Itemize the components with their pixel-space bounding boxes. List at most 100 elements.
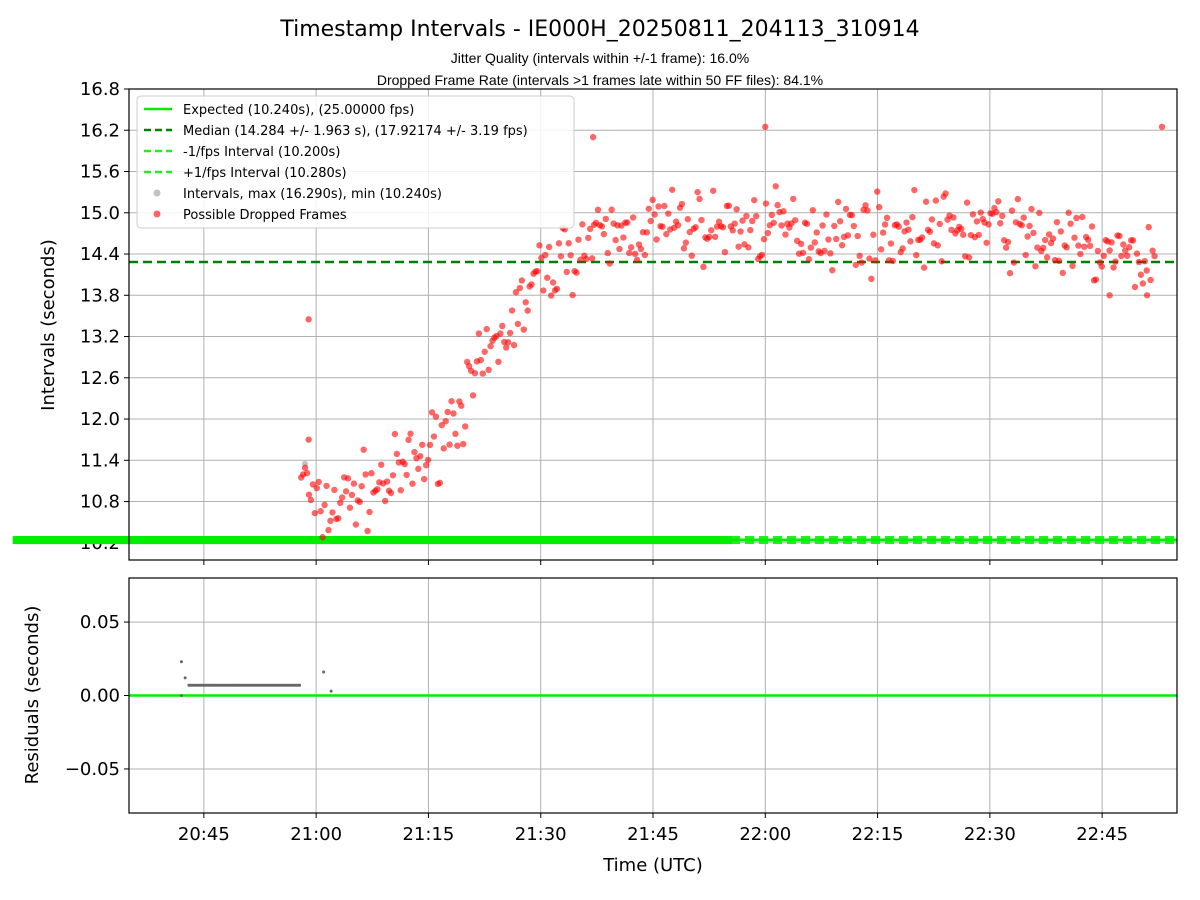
dropped-frame-point (1129, 237, 1137, 244)
dropped-frame-point (616, 245, 623, 253)
dropped-frame-point (522, 299, 529, 306)
dropped-frame-point (1143, 292, 1151, 299)
dropped-frame-point (342, 488, 350, 495)
dropped-frame-point (520, 326, 527, 333)
dropped-frame-point (889, 257, 897, 265)
dropped-frame-point (600, 230, 608, 238)
dropped-frame-point (405, 436, 412, 444)
dropped-frame-point (631, 250, 639, 258)
x-tick-label: 22:15 (852, 824, 904, 845)
dropped-frame-point (422, 461, 430, 469)
dropped-frame-point (360, 446, 367, 453)
dropped-frame-point (950, 214, 957, 221)
dropped-frame-point (460, 440, 467, 448)
dropped-frame-point (799, 249, 807, 256)
legend-label: +1/fps Interval (10.280s) (183, 166, 347, 181)
dropped-frame-point (711, 233, 719, 241)
dropped-frame-point (366, 508, 373, 516)
dropped-frame-point (708, 227, 715, 234)
dropped-frame-point (1063, 244, 1070, 251)
dropped-frame-point (335, 515, 342, 522)
dropped-frame-point (733, 206, 740, 213)
x-tick-label: 22:00 (739, 824, 791, 845)
dropped-frame-point (1108, 239, 1115, 246)
dropped-frame-point (1158, 123, 1166, 131)
dropped-frame-point (508, 307, 516, 314)
dropped-frame-point (1131, 283, 1139, 291)
dropped-frame-point (700, 263, 707, 271)
dropped-frame-point (469, 392, 477, 399)
dropped-frame-point (663, 230, 670, 238)
dropped-frame-point (647, 217, 654, 225)
dropped-frame-point (604, 249, 611, 257)
legend-label: Intervals, max (16.290s), min (10.240s) (183, 187, 442, 202)
dropped-frame-point (303, 469, 311, 477)
dropped-frame-point (458, 402, 465, 409)
dropped-frame-point (643, 229, 651, 236)
dropped-frame-point (506, 329, 514, 337)
dropped-frame-point (1008, 207, 1016, 214)
dropped-frame-point (1139, 280, 1147, 287)
dropped-frame-point (1125, 244, 1133, 251)
dropped-frame-point (1053, 218, 1061, 226)
dropped-frame-point (1004, 238, 1012, 246)
residuals-y-tick-label: −0.05 (65, 759, 120, 780)
dropped-frame-point (1067, 220, 1074, 227)
dropped-frame-point (694, 188, 701, 196)
dropped-frame-point (479, 370, 486, 377)
residuals-y-tick-label: 0.00 (80, 686, 120, 707)
dropped-frame-point (983, 239, 990, 246)
dropped-frame-point (407, 430, 414, 437)
dropped-frame-point (883, 214, 891, 222)
intervals-y-tick-label: 14.4 (80, 244, 120, 265)
dropped-frame-point (739, 217, 746, 224)
dropped-frame-point (797, 240, 805, 248)
residual-point (329, 689, 333, 693)
dropped-frame-point (958, 225, 965, 233)
dropped-frame-point (752, 212, 760, 220)
intervals-y-tick-label: 11.4 (80, 450, 120, 471)
dropped-frame-point (909, 213, 916, 221)
dropped-frame-point (389, 472, 397, 479)
dropped-frame-point (1116, 232, 1123, 240)
legend-label: -1/fps Interval (10.200s) (183, 145, 340, 160)
dropped-frame-point (311, 509, 319, 517)
dropped-frame-point (831, 222, 838, 230)
dropped-frame-point (963, 199, 971, 206)
dropped-frame-point (313, 484, 320, 492)
dropped-frame-point (790, 195, 797, 203)
residuals-y-axis-label: Residuals (seconds) (22, 606, 43, 785)
x-tick-label: 22:30 (964, 824, 1016, 845)
dropped-frame-point (770, 219, 777, 226)
dropped-frame-point (627, 244, 635, 251)
dropped-frame-point (1143, 267, 1150, 274)
dropped-frame-point (534, 267, 541, 275)
dropped-frame-point (1147, 276, 1154, 284)
dropped-frame-point (497, 330, 504, 337)
residuals-plot-frame (128, 577, 1178, 814)
dropped-frame-point (504, 339, 512, 346)
dropped-frame-point (1002, 244, 1010, 251)
dropped-frame-point (626, 249, 633, 257)
dropped-frame-point (503, 344, 510, 351)
dropped-frame-point (809, 206, 817, 214)
dropped-frame-point (870, 231, 877, 238)
dropped-frame-point (323, 482, 330, 490)
dropped-frame-point (1073, 214, 1080, 222)
dropped-frame-point (403, 471, 410, 479)
dropped-frame-point (999, 212, 1006, 220)
dropped-frame-point (483, 325, 490, 333)
dropped-frame-point (905, 226, 912, 233)
dropped-frame-point (575, 236, 582, 243)
dropped-frame-point (1137, 271, 1145, 278)
dropped-frame-point (864, 207, 871, 214)
legend-box (136, 95, 575, 229)
dropped-frame-point (819, 222, 826, 229)
dropped-frame-point (653, 236, 660, 243)
dropped-frame-point (589, 133, 597, 141)
dropped-frame-point (545, 243, 553, 251)
dropped-frame-point (729, 227, 736, 234)
x-tick-label: 22:45 (1076, 824, 1128, 845)
x-tick-label: 21:15 (402, 824, 454, 845)
dropped-frame-point (462, 423, 469, 430)
